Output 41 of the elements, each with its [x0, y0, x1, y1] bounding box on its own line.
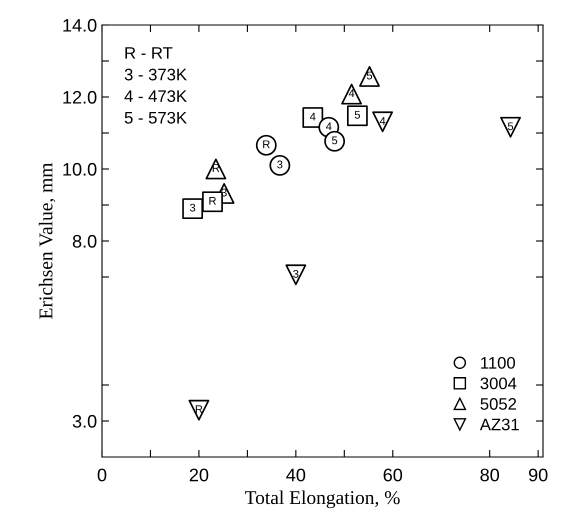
annotation: 5 — [354, 110, 360, 119]
point — [346, 105, 368, 126]
annotation: 3 — [293, 270, 298, 278]
point — [285, 264, 306, 286]
annotation: R - RT — [125, 47, 172, 59]
x-axis-title: Total Elongation, % — [244, 490, 400, 508]
annotation: 4 — [348, 89, 354, 97]
y-tick-label: 14.0 — [63, 18, 96, 32]
point — [324, 130, 346, 152]
annotation: 4 — [310, 112, 316, 120]
y-tick-label: 12.0 — [63, 90, 96, 104]
legend-label: 5052 — [480, 398, 516, 410]
annotation: 5 — [366, 72, 372, 80]
y-tick-label: 10.0 — [63, 162, 96, 176]
x-tick-label: 90 — [528, 468, 548, 482]
annotation: R — [196, 405, 202, 414]
x-tick-label: 80 — [480, 468, 500, 482]
x-tick-label: 0 — [98, 468, 106, 482]
annotation: 3 - 373K — [124, 68, 187, 80]
annotation: R — [263, 140, 270, 148]
point — [359, 66, 380, 87]
annotation: 4 — [380, 117, 386, 125]
annotation: 4 - 473K — [124, 90, 187, 102]
annotation: R — [209, 196, 216, 205]
legend-label: 3004 — [480, 377, 516, 390]
annotation: 5 - 573K — [124, 112, 187, 124]
annotation: 5 — [508, 122, 514, 130]
annotation: 3 — [190, 204, 196, 212]
annotation: 3 — [277, 160, 282, 168]
legend-label: 1100 — [481, 356, 516, 369]
point — [269, 154, 290, 176]
point — [500, 116, 521, 138]
x-tick-label: 20 — [190, 468, 208, 482]
y-tick-label: 8.0 — [72, 234, 96, 248]
x-tick-label: 40 — [286, 468, 306, 482]
annotation: 5 — [332, 136, 338, 144]
y-axis-title: Erichsen Value, mm — [38, 162, 56, 319]
y-tick-label: 3.0 — [72, 414, 96, 428]
x-tick-label: 60 — [384, 468, 402, 482]
annotation: 4 — [326, 122, 332, 130]
legend-label: AZ31 — [480, 418, 519, 430]
